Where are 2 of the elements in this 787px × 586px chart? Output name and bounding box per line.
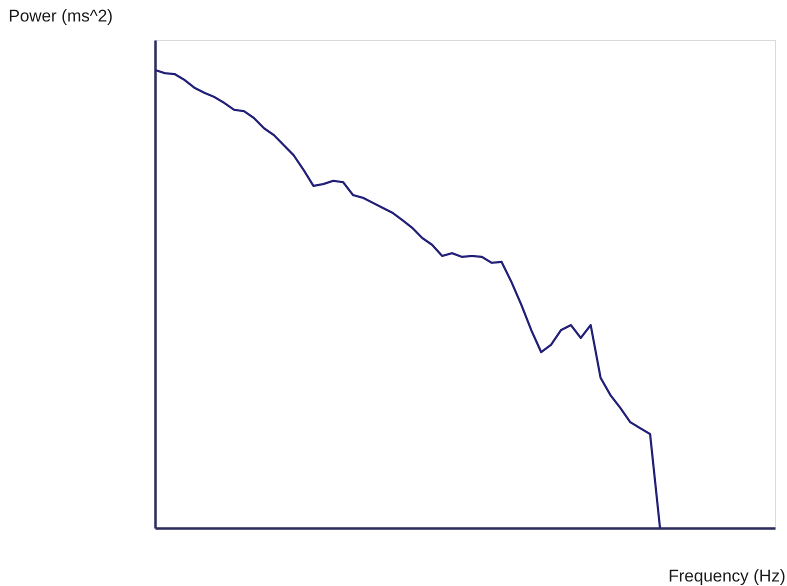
y-axis-title: Power (ms^2)	[8, 6, 113, 26]
x-axis-title: Frequency (Hz)	[668, 566, 786, 586]
